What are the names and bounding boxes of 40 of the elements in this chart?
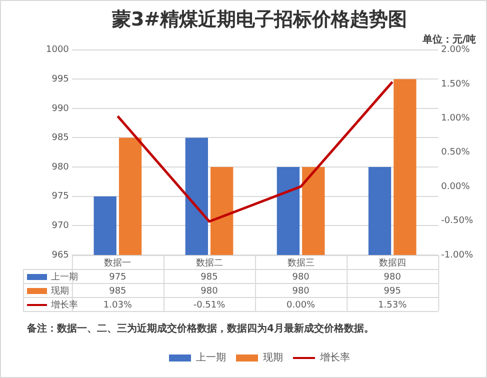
y-tick-label: 970 [52,221,70,232]
data-label: 980 [292,272,310,282]
data-label: 0.00% [286,300,316,310]
y-tick-label: 995 [52,74,69,84]
data-label: 995 [384,286,401,296]
data-label: 975 [109,272,126,282]
y2-tick-label: 0.50% [441,148,470,158]
y2-tick-label: 2.00% [441,45,470,56]
y-tick-label: 965 [52,250,69,260]
data-label: 980 [384,272,402,282]
y2-tick-label: 1.00% [441,114,470,124]
y-tick-label: 975 [52,192,69,202]
y2-tick-label: -0.50% [441,216,474,226]
text: 增长率 [320,352,350,364]
text: 现期 [51,286,69,296]
legend-label: 现期 [263,352,283,364]
chart-subtitle: 单位：元/吨 [421,33,476,46]
y2-tick-label: 1.50% [441,79,470,90]
x-tick-label: 数据一 [104,257,132,268]
data-label: -0.51% [193,300,226,310]
chart-title: 蒙3#精煤近期电子招标价格趋势图 [110,8,408,30]
data-label: 980 [292,286,310,296]
y2-tick-label: 0.00% [441,182,470,192]
data-label: 1.53% [378,300,408,310]
legend-label: 增长率 [50,299,78,310]
y2-tick-label: -1.00% [441,250,474,260]
y-tick-label: 990 [52,104,70,114]
x-tick-label: 数据二 [196,257,223,268]
data-label: 980 [200,286,218,296]
y-tick-label: 980 [52,162,70,172]
data-label: 985 [200,272,218,282]
x-tick-label: 数据三 [287,257,314,268]
y-tick-label: 1000 [46,45,70,56]
legend-label: 上一期 [196,352,226,364]
text: 备注：数据一、二、三为近期成交价格数据，数据四为4月最新成交价格数据。 [26,322,374,335]
y-tick-label: 985 [52,133,69,144]
text: 上一期 [51,272,78,282]
data-label: 1.03% [103,300,132,310]
x-tick-label: 数据四 [378,257,406,268]
data-label: 985 [109,286,126,296]
